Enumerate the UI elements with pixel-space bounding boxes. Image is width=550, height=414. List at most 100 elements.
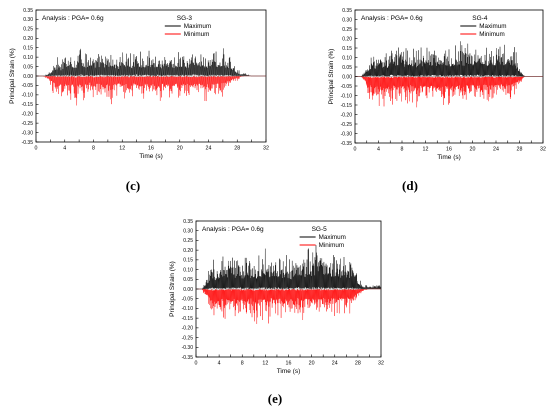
- y-axis-label: Principal Strain (%): [169, 261, 176, 317]
- y-tick-label: 0.10: [183, 267, 193, 273]
- y-tick-label: -0.35: [22, 140, 34, 146]
- y-tick-label: 0.25: [183, 238, 193, 244]
- y-tick-label: 0.10: [342, 55, 352, 61]
- legend-label-minimum: Minimum: [319, 242, 345, 249]
- y-tick-label: -0.15: [22, 102, 34, 108]
- y-tick-label: 0.30: [342, 17, 352, 23]
- analysis-label: Analysis : PGA= 0.6g: [361, 15, 423, 22]
- y-tick-label: -0.30: [182, 345, 194, 351]
- y-tick-label: -0.30: [22, 130, 34, 136]
- y-tick-label: -0.15: [341, 103, 353, 109]
- y-tick-label: 0.25: [342, 27, 352, 33]
- y-tick-label: 0.00: [342, 74, 352, 80]
- x-tick-label: 28: [234, 146, 240, 152]
- gauge-label: SG-4: [472, 15, 488, 22]
- y-tick-label: 0.15: [183, 258, 193, 264]
- y-tick-label: 0.35: [183, 219, 193, 225]
- x-axis-label: Time (s): [437, 154, 461, 161]
- series-minimum-line: [36, 75, 266, 106]
- x-tick-label: 24: [206, 146, 212, 152]
- x-tick-label: 12: [262, 361, 268, 367]
- x-tick-label: 8: [241, 361, 244, 367]
- legend-label-maximum: Maximum: [319, 234, 346, 241]
- x-axis-label: Time (s): [139, 153, 163, 160]
- series-minimum-line: [355, 75, 543, 108]
- y-tick-label: -0.20: [22, 112, 34, 118]
- y-tick-label: -0.30: [341, 131, 353, 137]
- y-tick-label: 0.00: [183, 287, 193, 293]
- y-tick-label: -0.35: [341, 141, 353, 147]
- y-tick-label: -0.10: [22, 93, 34, 99]
- x-tick-label: 20: [309, 361, 315, 367]
- y-tick-label: 0.20: [342, 36, 352, 42]
- chart-panel-2: 0.35 0.30 0.25 0.20 0.15 0.10 0.05 0.00 -0.05 -0.…: [169, 219, 384, 375]
- legend-label-maximum: Maximum: [184, 23, 211, 30]
- y-tick-label: 0.20: [23, 36, 33, 42]
- y-tick-label: -0.15: [182, 316, 194, 322]
- x-tick-label: 4: [377, 147, 380, 153]
- y-tick-label: 0.05: [342, 65, 352, 71]
- x-tick-label: 12: [119, 146, 125, 152]
- y-tick-label: 0.30: [183, 229, 193, 235]
- x-tick-label: 16: [286, 361, 292, 367]
- y-tick-label: 0.35: [342, 8, 352, 14]
- x-tick-label: 4: [218, 361, 221, 367]
- x-axis-label: Time (s): [277, 368, 301, 375]
- y-tick-label: 0.10: [23, 55, 33, 61]
- x-tick-label: 20: [177, 146, 183, 152]
- x-tick-label: 28: [517, 147, 523, 153]
- x-tick-label: 4: [63, 146, 66, 152]
- chart-panel-1: 0.35 0.30 0.25 0.20 0.15 0.10 0.05 0.00 -0.05 -0.…: [328, 8, 546, 161]
- panel-caption-d: (d): [402, 178, 418, 193]
- y-axis-label: Principal Strain (%): [328, 49, 335, 105]
- y-tick-label: -0.05: [182, 297, 194, 303]
- y-tick-label: -0.20: [341, 112, 353, 118]
- x-tick-label: 32: [378, 361, 384, 367]
- y-tick-label: 0.20: [183, 248, 193, 254]
- gauge-label: SG-5: [312, 226, 328, 233]
- gauge-label: SG-3: [177, 15, 193, 22]
- y-tick-label: 0.35: [23, 8, 33, 14]
- legend-label-maximum: Maximum: [479, 23, 506, 30]
- y-tick-label: 0.15: [23, 46, 33, 52]
- x-tick-label: 16: [148, 146, 154, 152]
- x-tick-label: 12: [423, 147, 429, 153]
- y-tick-label: -0.10: [182, 306, 194, 312]
- x-tick-label: 24: [332, 361, 338, 367]
- x-tick-label: 28: [355, 361, 361, 367]
- x-tick-label: 24: [493, 147, 499, 153]
- x-tick-label: 0: [354, 147, 357, 153]
- y-tick-label: 0.05: [183, 277, 193, 283]
- legend-label-minimum: Minimum: [184, 31, 210, 38]
- x-tick-label: 16: [446, 147, 452, 153]
- series-maximum-line: [36, 48, 266, 77]
- y-tick-label: -0.25: [22, 121, 34, 127]
- y-tick-label: 0.15: [342, 46, 352, 52]
- analysis-label: Analysis : PGA= 0.6g: [202, 226, 264, 233]
- y-tick-label: 0.05: [23, 64, 33, 70]
- series-minimum-line: [196, 288, 381, 324]
- panel-caption-e: (e): [267, 391, 283, 406]
- y-axis-label: Principal Strain (%): [9, 48, 16, 104]
- x-tick-label: 8: [92, 146, 95, 152]
- series-maximum-line: [355, 41, 543, 78]
- analysis-label: Analysis : PGA= 0.6g: [42, 15, 104, 22]
- legend-label-minimum: Minimum: [479, 31, 505, 38]
- x-tick-label: 8: [401, 147, 404, 153]
- series-maximum-line: [196, 245, 382, 290]
- y-tick-label: -0.25: [341, 122, 353, 128]
- y-tick-label: -0.10: [341, 93, 353, 99]
- panel-caption-c: (c): [125, 178, 141, 193]
- y-tick-label: 0.30: [23, 17, 33, 23]
- x-tick-label: 0: [35, 146, 38, 152]
- y-tick-label: -0.20: [182, 326, 194, 332]
- x-tick-label: 32: [540, 147, 546, 153]
- x-tick-label: 0: [195, 361, 198, 367]
- y-tick-label: -0.25: [182, 335, 194, 341]
- y-tick-label: 0.00: [23, 74, 33, 80]
- y-tick-label: -0.35: [182, 355, 194, 361]
- x-tick-label: 32: [263, 146, 269, 152]
- x-tick-label: 20: [470, 147, 476, 153]
